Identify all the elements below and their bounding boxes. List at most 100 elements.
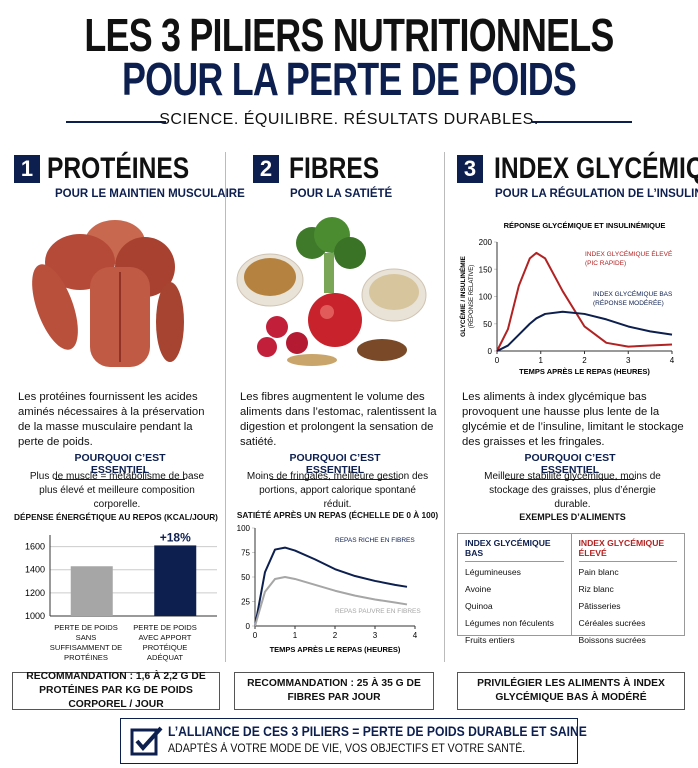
y-tick-label: 1200: [25, 588, 45, 598]
pillar-text: Les protéines fournissent les acides ami…: [18, 391, 205, 448]
table-header: INDEX GLYCÉMIQUE BAS: [465, 538, 564, 562]
recommendation: PRIVILÉGIER LES ALIMENTS À INDEX GLYCÉMI…: [457, 672, 685, 710]
annotation: +18%: [160, 530, 191, 544]
legend-label: REPAS RICHE EN FIBRES: [335, 537, 415, 544]
x-tick-label: 4: [670, 356, 675, 365]
footer-title: L’ALLIANCE DE CES 3 PILIERS = PERTE DE P…: [168, 724, 587, 739]
x-tick-label: 2: [333, 631, 338, 640]
legend-label: REPAS PAUVRE EN FIBRES: [335, 608, 421, 615]
divider: [444, 152, 445, 662]
chart-title: DÉPENSE ÉNERGÉTIQUE AU REPOS (KCAL/JOUR): [14, 512, 218, 522]
x-tick-label: PERTE DE POIDS AVEC APPORT PROTÉIQUE ADÉ…: [133, 623, 197, 662]
y-tick-label: 100: [237, 524, 251, 533]
table-column: INDEX GLYCÉMIQUE BAS Légumineuses Avoine…: [458, 534, 572, 645]
chart-title: SATIÉTÉ APRÈS UN REPAS (ÉCHELLE DE 0 À 1…: [236, 510, 439, 520]
y-tick-label: 1000: [25, 611, 45, 621]
subtitle: SCIENCE. ÉQUILIBRE. RÉSULTATS DURABLES.: [159, 111, 539, 128]
y-axis-label: (RÉPONSE RELATIVE): [468, 265, 475, 329]
footer-box: [120, 718, 578, 764]
why-title: POURQUOI C’EST ESSENTIEL: [270, 452, 400, 480]
y-tick-label: 1600: [25, 542, 45, 552]
chart: 0 25 50 75 100 0 1 2 3 4 TEMPS APRÈS LE REPAS (HEU…: [237, 524, 422, 654]
table-cell: Légumineuses: [465, 567, 521, 577]
table-cell: Pâtisseries: [578, 601, 621, 611]
rule: [532, 121, 632, 123]
x-tick-label: 2: [582, 356, 587, 365]
pillar-number: 3: [457, 155, 483, 183]
recommendation: RECOMMANDATION : 25 À 35 G DE FIBRES PAR…: [234, 672, 434, 710]
pillar-number: 2: [253, 155, 279, 183]
x-tick-label: 0: [253, 631, 258, 640]
check-icon: [130, 726, 163, 756]
y-axis-label: GLYCÉMIE / INSULINÉMIE: [458, 256, 467, 337]
y-tick-label: 50: [483, 320, 492, 329]
legend-label: INDEX GLYCÉMIQUE ÉLEVÉ: [585, 249, 673, 258]
x-tick-label: PERTE DE POIDS SANS SUFFISAMMENT DE PROT…: [49, 623, 123, 662]
footer-text: ADAPTÉS À VOTRE MODE DE VIE, VOS OBJECTI…: [168, 743, 526, 755]
divider: [225, 152, 226, 662]
table-cell: Quinoa: [465, 601, 493, 611]
table-cell: Avoine: [465, 584, 492, 594]
muscle-illustration: [32, 220, 184, 367]
why-title: POURQUOI C’EST ESSENTIEL: [55, 452, 185, 480]
table-cell: Légumes non féculents: [465, 618, 554, 628]
table-title: EXEMPLES D’ALIMENTS: [519, 512, 626, 522]
recommendation: RECOMMANDATION : 1,6 À 2,2 G DE PROTÉINE…: [12, 671, 220, 710]
chart: 0 50 100 150 200 0 1 2 3 4 TEMPS APRÈS LE REPAS (H…: [458, 221, 675, 376]
pillar-text: Les fibres augmentent le volume des alim…: [240, 391, 437, 448]
pillar-title: INDEX GLYCÉMIQUE: [494, 152, 698, 185]
rule: [66, 121, 166, 123]
pillar-text: Les aliments à index glycémique bas prov…: [462, 391, 684, 448]
why-text: Meilleure stabilité glycémique, moins de…: [484, 471, 661, 510]
y-tick-label: 25: [241, 598, 250, 607]
pillar-title: PROTÉINES: [47, 152, 190, 185]
table-cell: Riz blanc: [578, 584, 614, 594]
pillar-number: 1: [14, 155, 40, 183]
y-tick-label: 1400: [25, 565, 45, 575]
y-tick-label: 50: [241, 573, 250, 582]
x-tick-label: 3: [626, 356, 631, 365]
x-tick-label: 1: [539, 356, 544, 365]
legend-note: (PIC RAPIDE): [585, 260, 626, 267]
x-tick-label: 4: [413, 631, 418, 640]
x-tick-label: 3: [373, 631, 378, 640]
chart-title: RÉPONSE GLYCÉMIQUE ET INSULINÉMIQUE: [504, 221, 666, 230]
chart: 1000 1200 1400 1600 +18%: [25, 530, 217, 621]
pillar-subtitle: POUR LA RÉGULATION DE L’INSULINE: [495, 188, 698, 200]
x-tick-label: 1: [293, 631, 298, 640]
table-cell: Boissons sucrées: [578, 635, 646, 645]
table-header: INDEX GLYCÉMIQUE ÉLEVÉ: [578, 538, 677, 562]
table-cell: Céréales sucrées: [578, 618, 646, 628]
y-tick-label: 200: [479, 238, 493, 247]
table-column: INDEX GLYCÉMIQUE ÉLEVÉ Pain blanc Riz bl…: [572, 534, 685, 645]
line: [496, 310, 673, 352]
legend-note: (RÉPONSE MODÉRÉE): [593, 298, 664, 307]
table-cell: Fruits entiers: [465, 635, 515, 645]
title: LES 3 PILIERS NUTRITIONNELS: [84, 9, 614, 61]
x-tick-label: 0: [495, 356, 500, 365]
bar: [154, 545, 197, 616]
y-tick-label: 75: [241, 549, 250, 558]
pillar-subtitle: POUR LE MAINTIEN MUSCULAIRE: [55, 188, 245, 200]
y-tick-label: 150: [479, 265, 493, 274]
pillar-title: FIBRES: [289, 152, 380, 185]
y-tick-label: 0: [246, 622, 251, 631]
why-title: POURQUOI C’EST ESSENTIEL: [505, 452, 635, 480]
legend-label: INDEX GLYCÉMIQUE BAS: [593, 289, 673, 298]
why-text: Moins de fringales, meilleure gestion de…: [246, 471, 429, 510]
table-cell: Pain blanc: [578, 567, 619, 577]
line: [254, 546, 408, 627]
bar: [70, 566, 113, 616]
food-table: INDEX GLYCÉMIQUE BAS Légumineuses Avoine…: [457, 533, 685, 645]
title: POUR LA PERTE DE POIDS: [121, 53, 577, 105]
pillar-subtitle: POUR LA SATIÉTÉ: [290, 188, 393, 200]
x-axis-label: TEMPS APRÈS LE REPAS (HEURES): [519, 367, 650, 376]
y-tick-label: 100: [479, 293, 493, 302]
line: [254, 576, 408, 627]
why-text: Plus de muscle = métabolisme de base plu…: [29, 471, 205, 510]
x-axis-label: TEMPS APRÈS LE REPAS (HEURES): [270, 645, 401, 654]
y-tick-label: 0: [488, 347, 493, 356]
food-photo: [236, 217, 427, 366]
line: [496, 251, 673, 352]
